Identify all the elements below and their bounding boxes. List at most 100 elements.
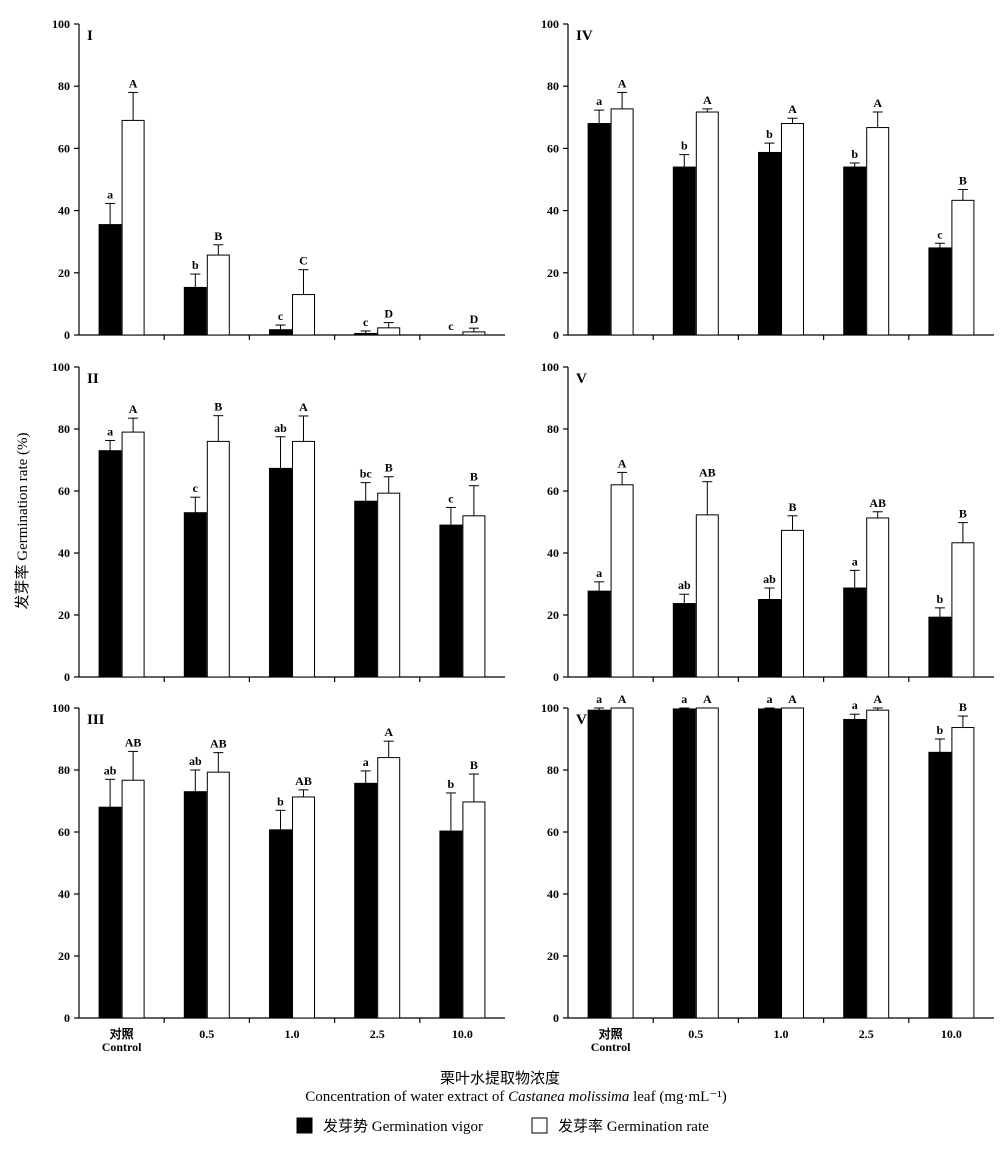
significance-letter: D bbox=[384, 307, 393, 321]
significance-letter: c bbox=[448, 491, 454, 505]
significance-letter: A bbox=[788, 692, 797, 706]
bar bbox=[781, 707, 804, 1019]
significance-letter: C bbox=[299, 254, 308, 268]
significance-letter: b bbox=[448, 777, 455, 791]
significance-letter: a bbox=[596, 692, 602, 706]
y-tick-label: 100 bbox=[52, 701, 70, 715]
significance-letter: A bbox=[788, 102, 797, 116]
significance-letter: A bbox=[703, 93, 712, 107]
significance-letter: b bbox=[851, 147, 858, 161]
significance-letter: B bbox=[470, 758, 478, 772]
y-tick-label: 40 bbox=[58, 204, 70, 218]
significance-letter: B bbox=[214, 229, 222, 243]
y-tick-label: 0 bbox=[553, 328, 559, 342]
y-tick-label: 80 bbox=[58, 763, 70, 777]
x-tick-label: 10.0 bbox=[941, 1027, 962, 1041]
significance-letter: A bbox=[618, 692, 627, 706]
y-axis-title: 发芽率 Germination rate (%) bbox=[14, 432, 31, 609]
significance-letter: ab bbox=[104, 763, 117, 777]
significance-letter: c bbox=[193, 481, 199, 495]
significance-letter: B bbox=[470, 470, 478, 484]
significance-letter: a bbox=[363, 755, 369, 769]
significance-letter: b bbox=[192, 258, 199, 272]
bar bbox=[439, 830, 463, 1019]
significance-letter: AB bbox=[125, 735, 142, 749]
x-axis-title-en-prefix: Concentration of water extract of bbox=[305, 1089, 508, 1105]
bar bbox=[269, 467, 292, 678]
bar bbox=[354, 500, 378, 678]
bar bbox=[672, 166, 696, 336]
significance-letter: A bbox=[873, 692, 882, 706]
bar bbox=[587, 590, 611, 678]
significance-letter: AB bbox=[869, 496, 886, 510]
x-tick-label: 对照 bbox=[599, 1026, 623, 1041]
significance-letter: c bbox=[363, 315, 369, 329]
significance-letter: b bbox=[766, 127, 773, 141]
x-tick-label: 对照 bbox=[110, 1026, 134, 1041]
bar bbox=[377, 327, 401, 336]
bar bbox=[610, 108, 634, 336]
significance-letter: b bbox=[681, 139, 688, 153]
significance-letter: b bbox=[937, 723, 944, 737]
bar bbox=[354, 782, 378, 1019]
bar bbox=[695, 111, 719, 336]
significance-letter: B bbox=[959, 700, 967, 714]
legend-label: 发芽势 Germination vigor bbox=[323, 1118, 483, 1135]
bar bbox=[439, 524, 463, 678]
significance-letter: A bbox=[129, 76, 138, 90]
y-tick-label: 100 bbox=[541, 360, 559, 374]
bar bbox=[292, 796, 315, 1019]
x-axis-title-en-species: Castanea molissima bbox=[508, 1089, 629, 1105]
bar bbox=[758, 708, 781, 1019]
bar bbox=[121, 119, 145, 336]
bar bbox=[98, 806, 122, 1019]
bar bbox=[758, 151, 781, 336]
bar bbox=[183, 286, 207, 336]
significance-letter: a bbox=[107, 187, 113, 201]
y-tick-label: 0 bbox=[64, 670, 70, 684]
y-tick-label: 0 bbox=[64, 328, 70, 342]
y-tick-label: 20 bbox=[547, 608, 559, 622]
bar bbox=[843, 718, 867, 1019]
legend-label: 发芽率 Germination rate bbox=[558, 1118, 709, 1135]
bar bbox=[695, 514, 719, 678]
panel-label: V bbox=[576, 371, 587, 387]
y-tick-label: 20 bbox=[547, 266, 559, 280]
bar bbox=[610, 707, 634, 1019]
y-tick-label: 40 bbox=[547, 546, 559, 560]
y-tick-label: 20 bbox=[58, 949, 70, 963]
bar bbox=[951, 199, 975, 336]
bar bbox=[354, 332, 378, 336]
y-tick-label: 80 bbox=[58, 79, 70, 93]
significance-letter: B bbox=[385, 461, 393, 475]
legend-swatch bbox=[531, 1117, 548, 1134]
bar bbox=[206, 771, 230, 1019]
bar bbox=[781, 123, 804, 336]
significance-letter: a bbox=[852, 698, 858, 712]
significance-letter: b bbox=[937, 592, 944, 606]
significance-letter: AB bbox=[699, 466, 716, 480]
panel-label: II bbox=[87, 371, 99, 387]
panel-label: III bbox=[87, 712, 105, 728]
significance-letter: c bbox=[448, 319, 454, 333]
significance-letter: c bbox=[278, 309, 284, 323]
bar bbox=[866, 127, 890, 336]
y-tick-label: 80 bbox=[58, 422, 70, 436]
x-tick-label: 1.0 bbox=[285, 1027, 300, 1041]
significance-letter: ab bbox=[678, 578, 691, 592]
significance-letter: a bbox=[767, 692, 773, 706]
bar bbox=[866, 709, 890, 1019]
significance-letter: B bbox=[788, 500, 796, 514]
y-tick-label: 40 bbox=[547, 887, 559, 901]
significance-letter: a bbox=[596, 94, 602, 108]
significance-letter: a bbox=[107, 424, 113, 438]
significance-letter: B bbox=[959, 507, 967, 521]
bar bbox=[292, 294, 315, 336]
significance-letter: a bbox=[681, 692, 687, 706]
y-tick-label: 100 bbox=[541, 17, 559, 31]
bar bbox=[269, 329, 292, 336]
y-tick-label: 60 bbox=[58, 141, 70, 155]
bar bbox=[121, 779, 145, 1019]
bar bbox=[951, 727, 975, 1019]
